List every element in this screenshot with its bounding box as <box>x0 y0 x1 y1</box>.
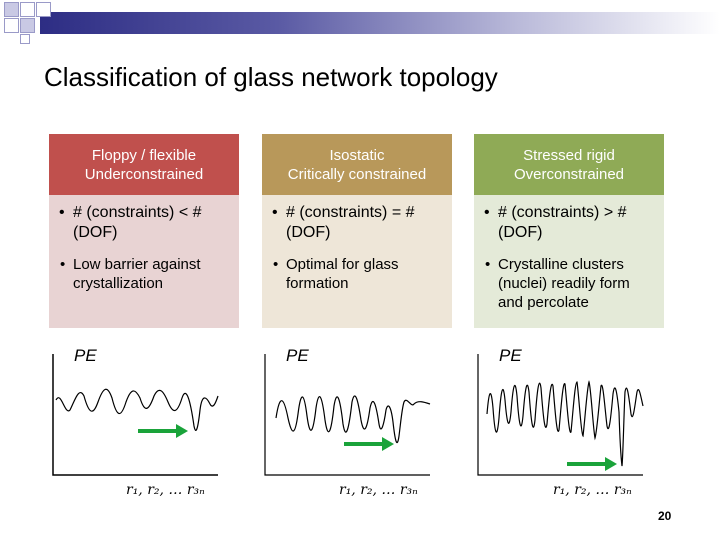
property-bullet: Optimal for glass formation <box>270 255 444 293</box>
property-bullet: Low barrier against crystallization <box>57 255 231 293</box>
coordinate-axis-label: r₁, r₂, … r₃ₙ <box>339 482 418 498</box>
constraint-bullet: # (constraints) = # (DOF) <box>270 203 444 243</box>
column-header: Floppy / flexible Underconstrained <box>49 134 239 195</box>
header-decoration <box>0 0 720 44</box>
energy-curve <box>275 395 431 444</box>
right-arrow-head <box>605 457 617 471</box>
deco-square <box>20 2 35 17</box>
coordinate-axis-label: r₁, r₂, … r₃ₙ <box>126 482 205 498</box>
header-band <box>40 12 720 34</box>
y-axis <box>52 354 218 476</box>
column-header: Stressed rigid Overconstrained <box>474 134 664 195</box>
header-line-2: Underconstrained <box>84 165 204 183</box>
energy-landscape-isostatic <box>264 354 431 476</box>
column-body: # (constraints) < # (DOF) Low barrier ag… <box>49 195 239 328</box>
energy-curve <box>55 388 219 431</box>
column-isostatic: Isostatic Critically constrained # (cons… <box>262 134 452 328</box>
header-line-2: Overconstrained <box>513 165 625 183</box>
column-stressed-rigid: Stressed rigid Overconstrained # (constr… <box>474 134 664 328</box>
energy-landscape-floppy <box>52 354 219 476</box>
column-floppy: Floppy / flexible Underconstrained # (co… <box>49 134 239 328</box>
constraint-bullet: # (constraints) > # (DOF) <box>482 203 656 243</box>
pe-axis-label: PE <box>74 346 97 365</box>
energy-landscape-stressed <box>477 354 644 476</box>
header-line-1: Floppy / flexible <box>91 146 197 164</box>
pe-axis-label: PE <box>499 346 522 365</box>
slide-title: Classification of glass network topology <box>44 62 498 92</box>
column-body: # (constraints) = # (DOF) Optimal for gl… <box>262 195 452 328</box>
deco-square <box>20 18 35 33</box>
right-arrow-head <box>382 437 394 451</box>
header-line-1: Isostatic <box>329 146 385 164</box>
pe-axis-label: PE <box>286 346 309 365</box>
deco-square <box>4 18 19 33</box>
energy-curve <box>486 380 644 467</box>
y-axis <box>477 354 643 476</box>
constraint-bullet: # (constraints) < # (DOF) <box>57 203 231 243</box>
column-body: # (constraints) > # (DOF) Crystalline cl… <box>474 195 664 328</box>
column-header: Isostatic Critically constrained <box>262 134 452 195</box>
header-line-2: Critically constrained <box>287 165 427 183</box>
deco-square <box>4 2 19 17</box>
y-axis <box>264 354 430 476</box>
deco-square <box>20 34 30 44</box>
header-line-1: Stressed rigid <box>523 146 615 164</box>
page-number: 20 <box>658 509 672 523</box>
right-arrow-head <box>176 424 188 438</box>
property-bullet: Crystalline clusters (nuclei) readily fo… <box>482 255 656 312</box>
deco-square <box>36 2 51 17</box>
coordinate-axis-label: r₁, r₂, … r₃ₙ <box>553 482 632 498</box>
